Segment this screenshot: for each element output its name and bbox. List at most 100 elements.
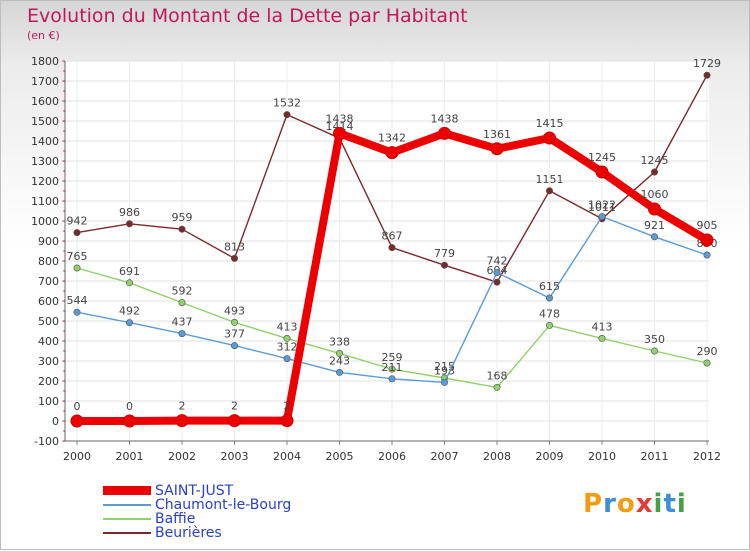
- y-tick-label: -100: [34, 435, 59, 448]
- x-tick-label: 2012: [693, 450, 721, 463]
- data-label-saint-just: 1342: [378, 132, 406, 145]
- y-minor-tick: [63, 190, 65, 192]
- y-minor-tick: [63, 260, 65, 262]
- data-point-baffie: [388, 365, 396, 373]
- x-tick-label: 2008: [483, 450, 511, 463]
- y-tick-label: 700: [38, 275, 59, 288]
- data-point-baffie: [703, 359, 711, 367]
- data-point-beurieres: [493, 278, 501, 286]
- x-tick-label: 2005: [326, 450, 354, 463]
- y-minor-tick: [63, 170, 65, 172]
- data-label-chaumont-le-bourg: 492: [119, 305, 140, 318]
- y-minor-tick: [63, 420, 65, 422]
- x-tick-label: 2011: [641, 450, 669, 463]
- y-minor-tick: [63, 330, 65, 332]
- data-point-chaumont-le-bourg: [650, 233, 658, 241]
- data-label-chaumont-le-bourg: 243: [329, 354, 350, 367]
- plot-area: [65, 61, 709, 441]
- data-label-beurieres: 942: [67, 215, 88, 228]
- y-minor-tick: [63, 250, 65, 252]
- data-label-chaumont-le-bourg: 742: [487, 255, 508, 268]
- data-label-beurieres: 959: [172, 211, 193, 224]
- legend-swatch-beurieres: [103, 532, 151, 534]
- y-minor-tick: [63, 390, 65, 392]
- data-label-beurieres: 1245: [641, 154, 669, 167]
- chart-subtitle: (en €): [27, 29, 60, 42]
- data-label-chaumont-le-bourg: 921: [644, 219, 665, 232]
- data-label-chaumont-le-bourg: 193: [434, 364, 455, 377]
- data-label-saint-just: 1438: [326, 112, 354, 125]
- data-label-beurieres: 1151: [536, 173, 564, 186]
- y-minor-tick: [63, 280, 65, 282]
- data-label-baffie: 493: [224, 304, 245, 317]
- y-minor-tick: [63, 430, 65, 432]
- data-point-baffie: [650, 347, 658, 355]
- data-label-baffie: 765: [67, 250, 88, 263]
- y-tick-label: 1400: [31, 135, 59, 148]
- y-minor-tick: [63, 120, 65, 122]
- y-minor-tick: [63, 160, 65, 162]
- y-minor-tick: [63, 290, 65, 292]
- data-label-saint-just: 1245: [588, 151, 616, 164]
- data-point-chaumont-le-bourg: [73, 308, 81, 316]
- data-point-chaumont-le-bourg: [231, 342, 239, 350]
- data-label-saint-just: 1060: [641, 188, 669, 201]
- data-point-chaumont-le-bourg: [598, 213, 606, 221]
- data-point-baffie: [178, 299, 186, 307]
- x-tick-label: 2009: [536, 450, 564, 463]
- x-tick-label: 2007: [431, 450, 459, 463]
- proxiti-logo: Proxiti: [583, 489, 687, 519]
- data-point-baffie: [598, 334, 606, 342]
- y-minor-tick: [63, 410, 65, 412]
- y-minor-tick: [63, 370, 65, 372]
- data-label-baffie: 691: [119, 265, 140, 278]
- data-point-chaumont-le-bourg: [126, 319, 134, 327]
- x-tick-label: 2001: [116, 450, 144, 463]
- data-label-baffie: 215: [434, 360, 455, 373]
- data-label-chaumont-le-bourg: 615: [539, 280, 560, 293]
- data-label-saint-just: 1415: [536, 117, 564, 130]
- y-minor-tick: [63, 220, 65, 222]
- data-label-saint-just: 0: [74, 400, 81, 413]
- data-point-saint-just: [438, 126, 451, 140]
- data-point-beurieres: [650, 168, 658, 176]
- data-point-beurieres: [73, 229, 81, 237]
- data-point-beurieres: [231, 254, 239, 262]
- chart-title: Evolution du Montant de la Dette par Hab…: [27, 5, 468, 27]
- data-label-beurieres: 813: [224, 240, 245, 253]
- data-label-chaumont-le-bourg: 377: [224, 328, 245, 341]
- x-tick-label: 2004: [273, 450, 301, 463]
- data-point-saint-just: [70, 414, 84, 428]
- data-point-beurieres: [545, 187, 553, 195]
- y-minor-tick: [63, 440, 65, 442]
- data-point-saint-just: [648, 202, 661, 216]
- y-tick-label: 800: [38, 255, 59, 268]
- data-point-beurieres: [388, 244, 396, 252]
- y-minor-tick: [63, 200, 65, 202]
- y-minor-tick: [63, 100, 65, 102]
- data-point-saint-just: [490, 142, 504, 156]
- data-label-saint-just: 1361: [483, 128, 511, 141]
- legend-label-saint-just: SAINT-JUST: [155, 483, 234, 499]
- y-tick-label: 200: [38, 375, 59, 388]
- data-point-chaumont-le-bourg: [388, 375, 396, 383]
- y-tick-label: 900: [38, 235, 59, 248]
- data-point-saint-just: [175, 414, 189, 428]
- legend-label-beurieres: Beurières: [155, 525, 222, 541]
- y-tick-label: 400: [38, 335, 59, 348]
- y-tick-label: 600: [38, 295, 59, 308]
- y-minor-tick: [63, 350, 65, 352]
- y-tick-label: 1500: [31, 115, 59, 128]
- data-point-baffie: [126, 279, 134, 287]
- x-tick-label: 2000: [63, 450, 91, 463]
- y-minor-tick: [63, 340, 65, 342]
- data-label-baffie: 168: [487, 369, 508, 382]
- x-tick-label: 2010: [588, 450, 616, 463]
- data-point-chaumont-le-bourg: [545, 294, 553, 302]
- y-minor-tick: [63, 180, 65, 182]
- data-label-baffie: 413: [277, 320, 298, 333]
- data-point-saint-just: [123, 414, 136, 428]
- legend-label-baffie: Baffie: [155, 511, 196, 527]
